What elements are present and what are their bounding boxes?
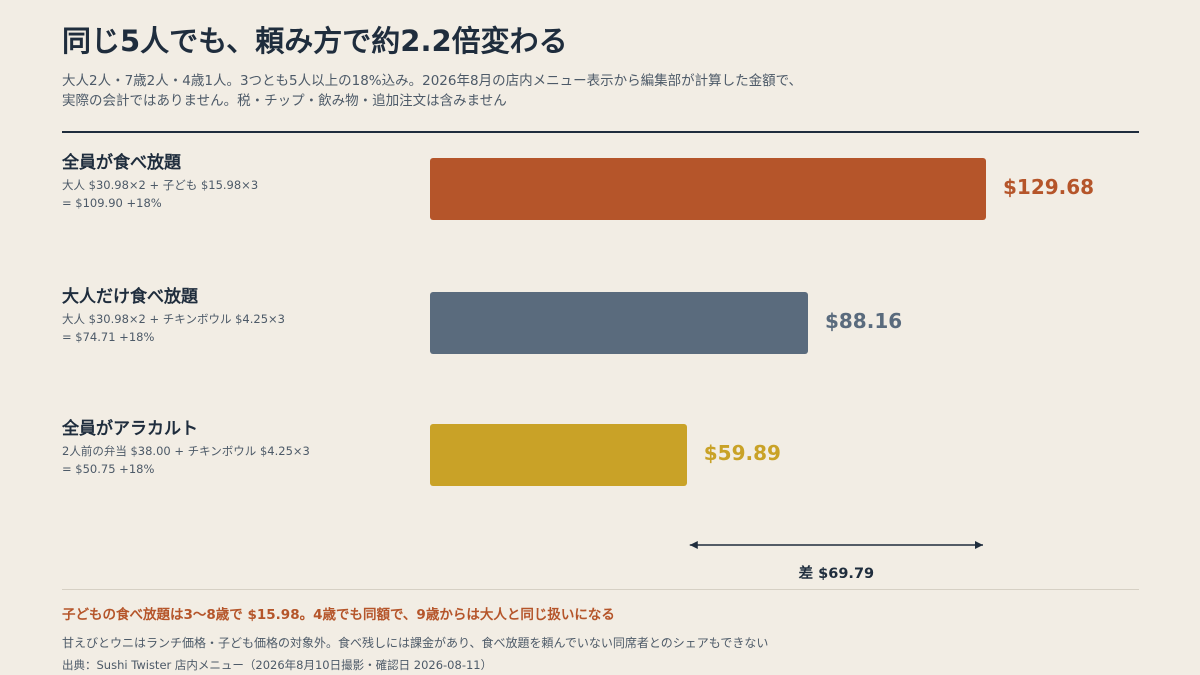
calculation-note: 大人 $30.98×2 + 子ども $15.98×3 = $109.90 +18% <box>62 176 258 212</box>
category-label: 全員がアラカルト <box>62 419 198 439</box>
bar <box>430 158 986 220</box>
arrowhead <box>975 541 983 549</box>
chart-title: 同じ5人でも、頼み方で約2.2倍変わる <box>62 24 568 58</box>
bar-value-label: $88.16 <box>824 309 903 333</box>
subtitle-line: 実際の会計ではありません。税・チップ・飲み物・追加注文は含みません <box>62 93 507 109</box>
bar <box>430 424 687 486</box>
calculation-note-line: = $74.71 +18% <box>62 330 155 344</box>
calculation-note-line: 大人 $30.98×2 + チキンボウル $4.25×3 <box>62 312 285 326</box>
category-label: 全員が食べ放題 <box>62 153 181 173</box>
calculation-note: 2人前の弁当 $38.00 + チキンボウル $4.25×3 = $50.75 +… <box>62 442 310 478</box>
bar-value-label: $129.68 <box>1003 175 1095 199</box>
bar-row: 大人だけ食べ放題大人 $30.98×2 + チキンボウル $4.25×3 = $7… <box>0 282 1200 392</box>
difference-arrow <box>689 541 983 549</box>
subtitle-line: 大人2人・7歳2人・4歳1人。3つとも5人以上の18%込み。2026年8月の店内… <box>62 73 803 89</box>
source-note: 出典：Sushi Twister 店内メニュー（2026年8月10日撮影・確認日… <box>62 658 493 672</box>
chart-subtitle: 大人2人・7歳2人・4歳1人。3つとも5人以上の18%込み。2026年8月の店内… <box>62 71 1102 111</box>
highlight-note: 子どもの食べ放題は3〜8歳で $15.98。4歳でも同額で、9歳からは大人と同じ… <box>62 607 615 623</box>
category-label: 大人だけ食べ放題 <box>62 287 198 307</box>
difference-label: 差 $69.79 <box>798 566 875 582</box>
calculation-note-line: 2人前の弁当 $38.00 + チキンボウル $4.25×3 <box>62 444 310 458</box>
bar <box>430 292 808 354</box>
calculation-note-line: = $50.75 +18% <box>62 462 155 476</box>
footnote: 甘えびとウニはランチ価格・子ども価格の対象外。食べ残しには課金があり、食べ放題を… <box>62 636 769 650</box>
top-rule <box>62 131 1139 133</box>
calculation-note-line: = $109.90 +18% <box>62 196 162 210</box>
calculation-note: 大人 $30.98×2 + チキンボウル $4.25×3 = $74.71 +18… <box>62 310 285 346</box>
bar-value-label: $59.89 <box>703 441 781 465</box>
bottom-rule <box>62 589 1139 590</box>
arrowhead <box>689 541 698 549</box>
bar-row: 全員が食べ放題大人 $30.98×2 + 子ども $15.98×3 = $109.… <box>0 148 1200 258</box>
calculation-note-line: 大人 $30.98×2 + 子ども $15.98×3 <box>62 178 259 192</box>
bar-row: 全員がアラカルト 2人前の弁当 $38.00 + チキンボウル $4.25×3 = … <box>0 414 1200 524</box>
